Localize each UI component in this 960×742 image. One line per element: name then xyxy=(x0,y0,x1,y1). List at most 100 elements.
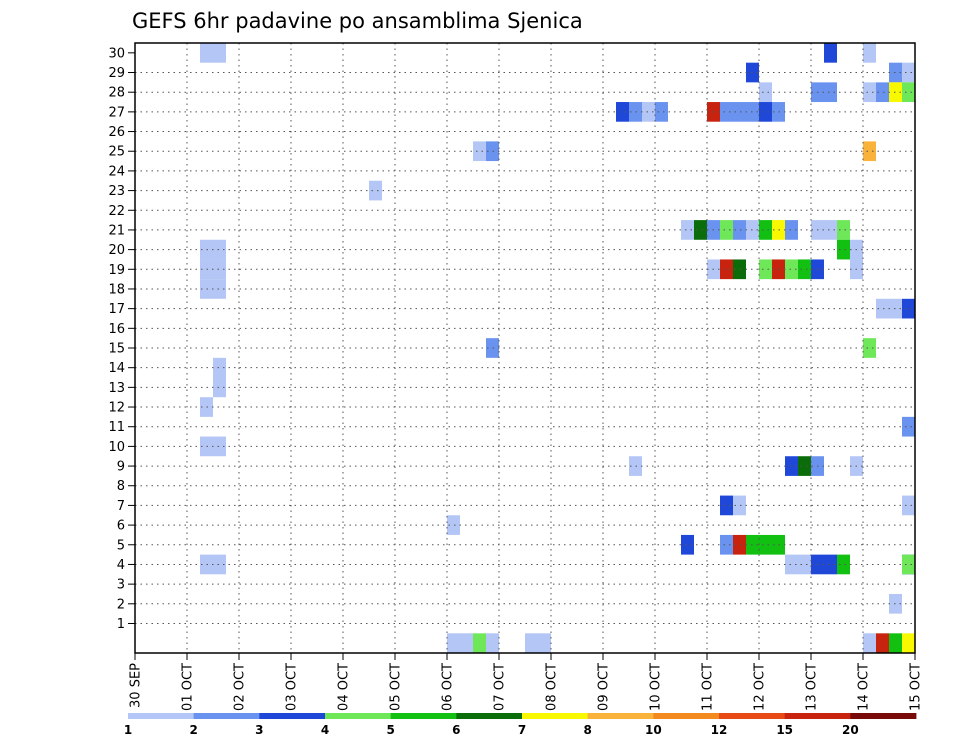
data-cell xyxy=(733,534,746,555)
y-tick-label: 19 xyxy=(108,263,125,278)
x-tick-label: 01 OCT xyxy=(181,663,196,711)
data-cell xyxy=(902,416,915,437)
data-cell xyxy=(837,239,850,260)
data-cell xyxy=(785,554,798,575)
data-cell xyxy=(902,495,915,516)
y-tick-label: 29 xyxy=(108,66,125,81)
data-cell xyxy=(902,298,915,319)
data-cell xyxy=(759,220,772,240)
colorbar-swatch xyxy=(522,713,589,719)
x-tick-label: 10 OCT xyxy=(649,663,664,711)
colorbar-label: 5 xyxy=(386,723,394,737)
colorbar-swatch xyxy=(719,713,786,719)
data-cell xyxy=(213,554,226,575)
x-tick-label: 02 OCT xyxy=(233,663,248,711)
data-cell xyxy=(473,141,486,162)
x-tick-label: 13 OCT xyxy=(805,663,820,711)
y-tick-label: 21 xyxy=(108,223,125,238)
data-cell xyxy=(798,554,811,575)
y-axis: 1234567891011121314151617181920212223242… xyxy=(108,46,135,632)
data-cell xyxy=(798,259,811,280)
data-cell xyxy=(759,82,772,103)
data-cell xyxy=(733,220,746,240)
data-cell xyxy=(369,180,382,201)
data-cell xyxy=(720,220,733,240)
data-cell xyxy=(213,259,226,280)
y-tick-label: 30 xyxy=(108,46,125,61)
data-cell xyxy=(876,82,889,103)
data-cell xyxy=(889,633,902,653)
data-cell xyxy=(798,456,811,476)
colorbar-label: 2 xyxy=(189,723,197,737)
data-cell xyxy=(759,102,772,122)
data-cell xyxy=(824,220,837,240)
y-tick-label: 1 xyxy=(117,617,125,632)
data-cells xyxy=(200,43,915,653)
y-tick-label: 6 xyxy=(117,519,125,534)
colorbar-label: 8 xyxy=(583,723,591,737)
y-tick-label: 7 xyxy=(117,499,125,514)
data-cell xyxy=(902,554,915,575)
y-tick-label: 15 xyxy=(108,342,125,357)
data-cell xyxy=(473,633,486,653)
colorbar-swatch xyxy=(587,713,654,719)
y-tick-label: 14 xyxy=(108,361,125,376)
y-tick-label: 23 xyxy=(108,184,125,199)
data-cell xyxy=(720,259,733,280)
data-cell xyxy=(213,377,226,398)
data-cell xyxy=(785,259,798,280)
colorbar-swatch xyxy=(653,713,720,719)
x-tick-label: 03 OCT xyxy=(285,663,300,711)
y-tick-label: 4 xyxy=(117,558,125,573)
data-cell xyxy=(824,82,837,103)
colorbar-swatch xyxy=(128,713,195,719)
y-tick-label: 26 xyxy=(108,125,125,140)
data-cell xyxy=(876,298,889,319)
data-cell xyxy=(720,495,733,516)
x-tick-label: 07 OCT xyxy=(493,663,508,711)
x-tick-label: 14 OCT xyxy=(857,663,872,711)
colorbar-label: 20 xyxy=(842,723,859,737)
data-cell xyxy=(213,43,226,63)
y-tick-label: 9 xyxy=(117,460,125,475)
data-cell xyxy=(863,43,876,63)
x-axis: 30 SEP 01 OCT 02 OCT 03 OCT 04 OCT 05 OCT 06 O… xyxy=(129,653,924,711)
x-tick-label: 04 OCT xyxy=(337,663,352,711)
data-cell xyxy=(616,102,629,122)
colorbar-label: 6 xyxy=(452,723,460,737)
x-tick-label: 15 OCT xyxy=(909,663,924,711)
data-cell xyxy=(200,43,213,63)
data-cell xyxy=(642,102,655,122)
colorbar-label: 3 xyxy=(255,723,263,737)
colorbar-label: 7 xyxy=(518,723,526,737)
y-tick-label: 16 xyxy=(108,322,125,337)
y-tick-label: 22 xyxy=(108,204,125,219)
data-cell xyxy=(902,62,915,83)
y-tick-label: 11 xyxy=(108,420,125,435)
data-cell xyxy=(213,436,226,457)
data-cell xyxy=(681,220,694,240)
data-cell xyxy=(681,534,694,555)
colorbar-label: 4 xyxy=(321,723,329,737)
x-tick-label: 06 OCT xyxy=(441,663,456,711)
data-cell xyxy=(759,534,772,555)
x-tick-label: 30 SEP xyxy=(129,663,144,708)
data-cell xyxy=(902,633,915,653)
x-tick-label: 05 OCT xyxy=(389,663,404,711)
x-tick-label: 08 OCT xyxy=(545,663,560,711)
y-tick-label: 27 xyxy=(108,105,125,120)
x-tick-label: 12 OCT xyxy=(753,663,768,711)
data-cell xyxy=(720,102,733,122)
data-cell xyxy=(486,633,499,653)
x-tick-label: 11 OCT xyxy=(701,663,716,711)
colorbar-label: 10 xyxy=(645,723,662,737)
data-cell xyxy=(694,220,707,240)
y-tick-label: 3 xyxy=(117,578,125,593)
y-tick-label: 10 xyxy=(108,440,125,455)
y-tick-label: 28 xyxy=(108,86,125,101)
colorbar: 1 2 3 4 5 6 7 8 10 12 15 20 xyxy=(124,713,917,737)
y-tick-label: 25 xyxy=(108,145,125,160)
y-tick-label: 12 xyxy=(108,401,125,416)
colorbar-label: 15 xyxy=(776,723,793,737)
